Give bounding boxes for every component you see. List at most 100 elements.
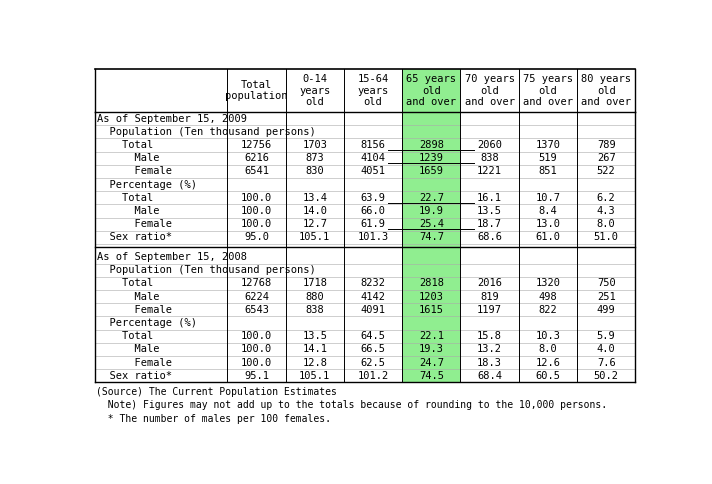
Text: 838: 838 bbox=[481, 153, 499, 163]
Text: 75 years
old
and over: 75 years old and over bbox=[523, 74, 573, 107]
Text: Total: Total bbox=[97, 140, 153, 150]
Text: 95.0: 95.0 bbox=[244, 232, 269, 242]
Text: 1718: 1718 bbox=[303, 278, 328, 288]
Text: 4091: 4091 bbox=[360, 305, 386, 315]
Text: Population (Ten thousand persons): Population (Ten thousand persons) bbox=[97, 127, 315, 137]
Text: 10.3: 10.3 bbox=[535, 331, 560, 341]
Text: 65 years
old
and over: 65 years old and over bbox=[407, 74, 456, 107]
Text: 2016: 2016 bbox=[477, 278, 502, 288]
Text: 8232: 8232 bbox=[360, 278, 386, 288]
Text: Percentage (%): Percentage (%) bbox=[97, 180, 197, 190]
Text: Female: Female bbox=[97, 219, 172, 229]
Text: 13.5: 13.5 bbox=[303, 331, 328, 341]
Text: 519: 519 bbox=[538, 153, 557, 163]
Bar bbox=[402, 204, 461, 218]
Text: 100.0: 100.0 bbox=[241, 344, 272, 354]
Text: 74.7: 74.7 bbox=[419, 232, 444, 242]
Text: 498: 498 bbox=[538, 292, 557, 302]
Text: 61.9: 61.9 bbox=[360, 219, 386, 229]
Text: 8.4: 8.4 bbox=[538, 206, 557, 216]
Text: 4.3: 4.3 bbox=[597, 206, 616, 216]
Text: Female: Female bbox=[97, 305, 172, 315]
Text: 8156: 8156 bbox=[360, 140, 386, 150]
Text: 62.5: 62.5 bbox=[360, 358, 386, 367]
Text: 100.0: 100.0 bbox=[241, 206, 272, 216]
Bar bbox=[402, 303, 461, 317]
Text: 522: 522 bbox=[597, 166, 616, 177]
Text: As of September 15, 2009: As of September 15, 2009 bbox=[97, 114, 247, 124]
Text: Male: Male bbox=[97, 292, 159, 302]
Bar bbox=[402, 138, 461, 151]
Text: 22.1: 22.1 bbox=[419, 331, 444, 341]
Text: 70 years
old
and over: 70 years old and over bbox=[465, 74, 515, 107]
Text: 12768: 12768 bbox=[241, 278, 272, 288]
Text: 15.8: 15.8 bbox=[477, 331, 502, 341]
Text: 12.7: 12.7 bbox=[303, 219, 328, 229]
Text: 66.0: 66.0 bbox=[360, 206, 386, 216]
Text: 60.5: 60.5 bbox=[535, 371, 560, 381]
Text: 819: 819 bbox=[481, 292, 499, 302]
Text: 101.3: 101.3 bbox=[357, 232, 389, 242]
Text: 6543: 6543 bbox=[244, 305, 269, 315]
Text: 4104: 4104 bbox=[360, 153, 386, 163]
Text: 63.9: 63.9 bbox=[360, 193, 386, 203]
Text: Total: Total bbox=[97, 278, 153, 288]
Text: 4.0: 4.0 bbox=[597, 344, 616, 354]
Bar bbox=[402, 178, 461, 191]
Text: 6224: 6224 bbox=[244, 292, 269, 302]
Text: 251: 251 bbox=[597, 292, 616, 302]
Text: 1370: 1370 bbox=[535, 140, 560, 150]
Text: (Source) The Current Population Estimates: (Source) The Current Population Estimate… bbox=[95, 387, 337, 397]
Text: 499: 499 bbox=[597, 305, 616, 315]
Text: 6541: 6541 bbox=[244, 166, 269, 177]
Text: 1615: 1615 bbox=[419, 305, 444, 315]
Text: 66.5: 66.5 bbox=[360, 344, 386, 354]
Text: 12.8: 12.8 bbox=[303, 358, 328, 367]
Text: 7.6: 7.6 bbox=[597, 358, 616, 367]
Text: 50.2: 50.2 bbox=[594, 371, 619, 381]
Text: * The number of males per 100 females.: * The number of males per 100 females. bbox=[95, 414, 330, 424]
Text: Total: Total bbox=[97, 193, 153, 203]
Bar bbox=[402, 317, 461, 330]
Text: 13.5: 13.5 bbox=[477, 206, 502, 216]
Text: 14.0: 14.0 bbox=[303, 206, 328, 216]
Text: 5.9: 5.9 bbox=[597, 331, 616, 341]
Text: 1239: 1239 bbox=[419, 153, 444, 163]
Text: 100.0: 100.0 bbox=[241, 331, 272, 341]
Text: 14.1: 14.1 bbox=[303, 344, 328, 354]
Bar bbox=[402, 356, 461, 369]
Text: 13.0: 13.0 bbox=[535, 219, 560, 229]
Text: 2060: 2060 bbox=[477, 140, 502, 150]
Bar bbox=[402, 251, 461, 264]
Text: 0-14
years
old: 0-14 years old bbox=[299, 74, 330, 107]
Text: As of September 15, 2008: As of September 15, 2008 bbox=[97, 252, 247, 262]
Bar bbox=[402, 191, 461, 204]
Text: Sex ratio*: Sex ratio* bbox=[97, 232, 172, 242]
Text: Population (Ten thousand persons): Population (Ten thousand persons) bbox=[97, 265, 315, 275]
Text: 68.4: 68.4 bbox=[477, 371, 502, 381]
Text: 15-64
years
old: 15-64 years old bbox=[357, 74, 389, 107]
Text: 95.1: 95.1 bbox=[244, 371, 269, 381]
Bar bbox=[402, 330, 461, 343]
Text: 16.1: 16.1 bbox=[477, 193, 502, 203]
Text: 68.6: 68.6 bbox=[477, 232, 502, 242]
Bar bbox=[402, 264, 461, 277]
Text: Male: Male bbox=[97, 153, 159, 163]
Bar bbox=[402, 112, 461, 125]
Text: 1203: 1203 bbox=[419, 292, 444, 302]
Text: Total: Total bbox=[97, 331, 153, 341]
Text: 2818: 2818 bbox=[419, 278, 444, 288]
Text: 100.0: 100.0 bbox=[241, 193, 272, 203]
Text: Percentage (%): Percentage (%) bbox=[97, 318, 197, 328]
Text: 822: 822 bbox=[538, 305, 557, 315]
Text: 18.3: 18.3 bbox=[477, 358, 502, 367]
Text: 24.7: 24.7 bbox=[419, 358, 444, 367]
Text: 64.5: 64.5 bbox=[360, 331, 386, 341]
Text: 873: 873 bbox=[305, 153, 324, 163]
Bar bbox=[402, 165, 461, 178]
Text: Female: Female bbox=[97, 358, 172, 367]
Text: 18.7: 18.7 bbox=[477, 219, 502, 229]
Text: 851: 851 bbox=[538, 166, 557, 177]
Text: 750: 750 bbox=[597, 278, 616, 288]
Text: Female: Female bbox=[97, 166, 172, 177]
